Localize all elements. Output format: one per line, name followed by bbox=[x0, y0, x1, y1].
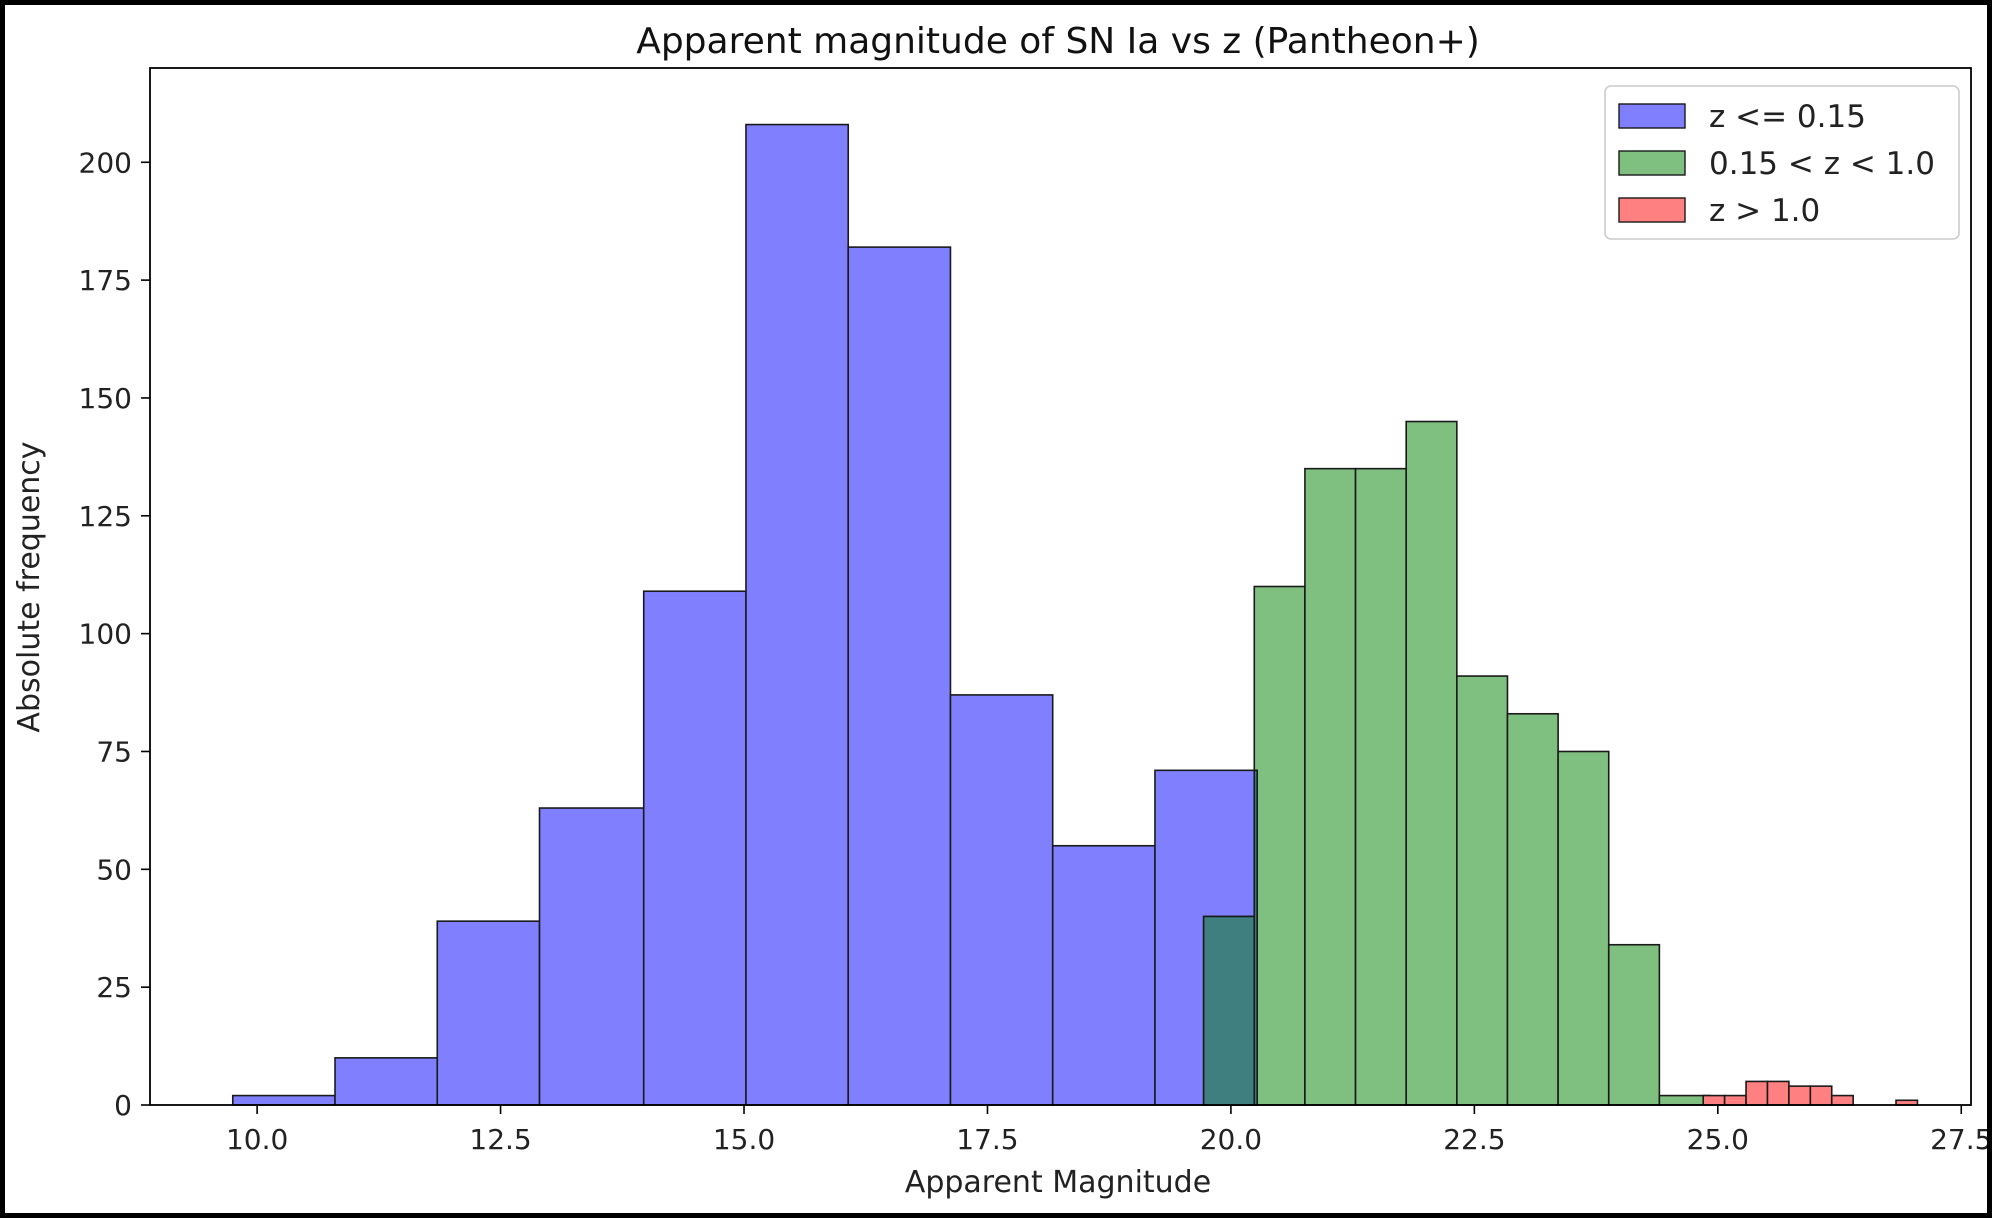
plot-frame bbox=[149, 67, 1972, 1106]
legend-label-3: z > 1.0 bbox=[1709, 193, 1820, 229]
series-1-bars bbox=[231, 123, 1259, 1106]
bar-series-2-bin-5 bbox=[1405, 420, 1458, 1106]
x-tick-label-1: 10.0 bbox=[226, 1123, 288, 1156]
bar-series-3-bin-4 bbox=[1766, 1080, 1790, 1106]
bar-series-3-bin-1 bbox=[1702, 1094, 1726, 1106]
bar-series-2-bin-8 bbox=[1557, 750, 1610, 1106]
bar-series-1-bin-7 bbox=[847, 246, 952, 1106]
y-tick-label-2: 25 bbox=[96, 971, 132, 1004]
chart-title: Apparent magnitude of SN Ia vs z (Panthe… bbox=[636, 21, 1480, 62]
y-tick-label-6: 125 bbox=[79, 500, 132, 533]
legend-label-2: 0.15 < z < 1.0 bbox=[1709, 146, 1935, 182]
y-tick-label-4: 75 bbox=[96, 735, 132, 768]
legend: z <= 0.15 0.15 < z < 1.0 z > 1.0 bbox=[1604, 85, 1960, 240]
overlap-bar-2 bbox=[1253, 769, 1259, 1106]
legend-swatch-1 bbox=[1618, 103, 1686, 129]
bar-series-1-bin-5 bbox=[642, 590, 747, 1106]
bar-series-2-bin-3 bbox=[1304, 467, 1357, 1106]
legend-swatch-2 bbox=[1618, 150, 1686, 176]
bar-series-3-bin-2 bbox=[1723, 1094, 1747, 1106]
bar-series-2-bin-9 bbox=[1607, 943, 1661, 1106]
legend-box bbox=[1604, 85, 1960, 240]
bar-series-2-bin-4 bbox=[1354, 467, 1407, 1106]
x-axis-title: Apparent Magnitude bbox=[905, 1165, 1211, 1200]
bars-layer bbox=[231, 123, 1919, 1106]
bar-series-1-bin-2 bbox=[334, 1057, 439, 1106]
chart-frame: Apparent magnitude of SN Ia vs z (Panthe… bbox=[5, 5, 1987, 1213]
y-axis-title: Absolute frequency bbox=[12, 441, 47, 732]
series-3-bars bbox=[1702, 1080, 1919, 1106]
y-tick-label-1: 0 bbox=[114, 1089, 132, 1122]
y-tick-label-8: 175 bbox=[79, 264, 132, 297]
x-tick-label-2: 12.5 bbox=[469, 1123, 531, 1156]
overlap-bar-1 bbox=[1202, 915, 1256, 1106]
histogram-chart: Apparent magnitude of SN Ia vs z (Panthe… bbox=[12, 21, 1987, 1200]
x-tick-label-8: 27.5 bbox=[1930, 1123, 1987, 1156]
x-tick-label-5: 20.0 bbox=[1200, 1123, 1262, 1156]
series-2-bars bbox=[1202, 420, 1762, 1106]
bar-series-1-bin-9 bbox=[1051, 844, 1156, 1106]
legend-swatch-3 bbox=[1618, 197, 1686, 223]
bar-series-3-bin-5 bbox=[1788, 1085, 1812, 1106]
y-tick-label-9: 200 bbox=[79, 146, 132, 179]
axes-layer: 10.0 12.5 15.0 17.5 20.0 22.5 25.0 27.5 0 25 50 75 1… bbox=[79, 67, 1987, 1156]
bar-series-3-bin-3 bbox=[1745, 1080, 1769, 1106]
bar-series-1-bin-3 bbox=[436, 920, 541, 1106]
bar-series-2-bin-2 bbox=[1253, 585, 1306, 1106]
bar-series-1-bin-1 bbox=[231, 1094, 336, 1106]
bar-series-2-bin-7 bbox=[1506, 712, 1559, 1106]
overlap-bars bbox=[1202, 769, 1259, 1106]
y-tick-label-5: 100 bbox=[79, 618, 132, 651]
bar-series-3-bin-7 bbox=[1830, 1094, 1854, 1106]
bar-series-1-bin-8 bbox=[949, 694, 1054, 1106]
x-tick-label-3: 15.0 bbox=[713, 1123, 775, 1156]
x-tick-label-7: 25.0 bbox=[1687, 1123, 1749, 1156]
x-tick-label-4: 17.5 bbox=[956, 1123, 1018, 1156]
bar-series-1-bin-4 bbox=[538, 807, 645, 1106]
y-tick-label-7: 150 bbox=[79, 382, 132, 415]
legend-label-1: z <= 0.15 bbox=[1709, 99, 1866, 135]
bar-series-2-bin-6 bbox=[1456, 675, 1509, 1106]
x-tick-label-6: 22.5 bbox=[1443, 1123, 1505, 1156]
bar-series-3-bin-6 bbox=[1809, 1085, 1833, 1106]
bar-series-1-bin-6 bbox=[745, 123, 850, 1106]
y-tick-label-3: 50 bbox=[96, 853, 132, 886]
